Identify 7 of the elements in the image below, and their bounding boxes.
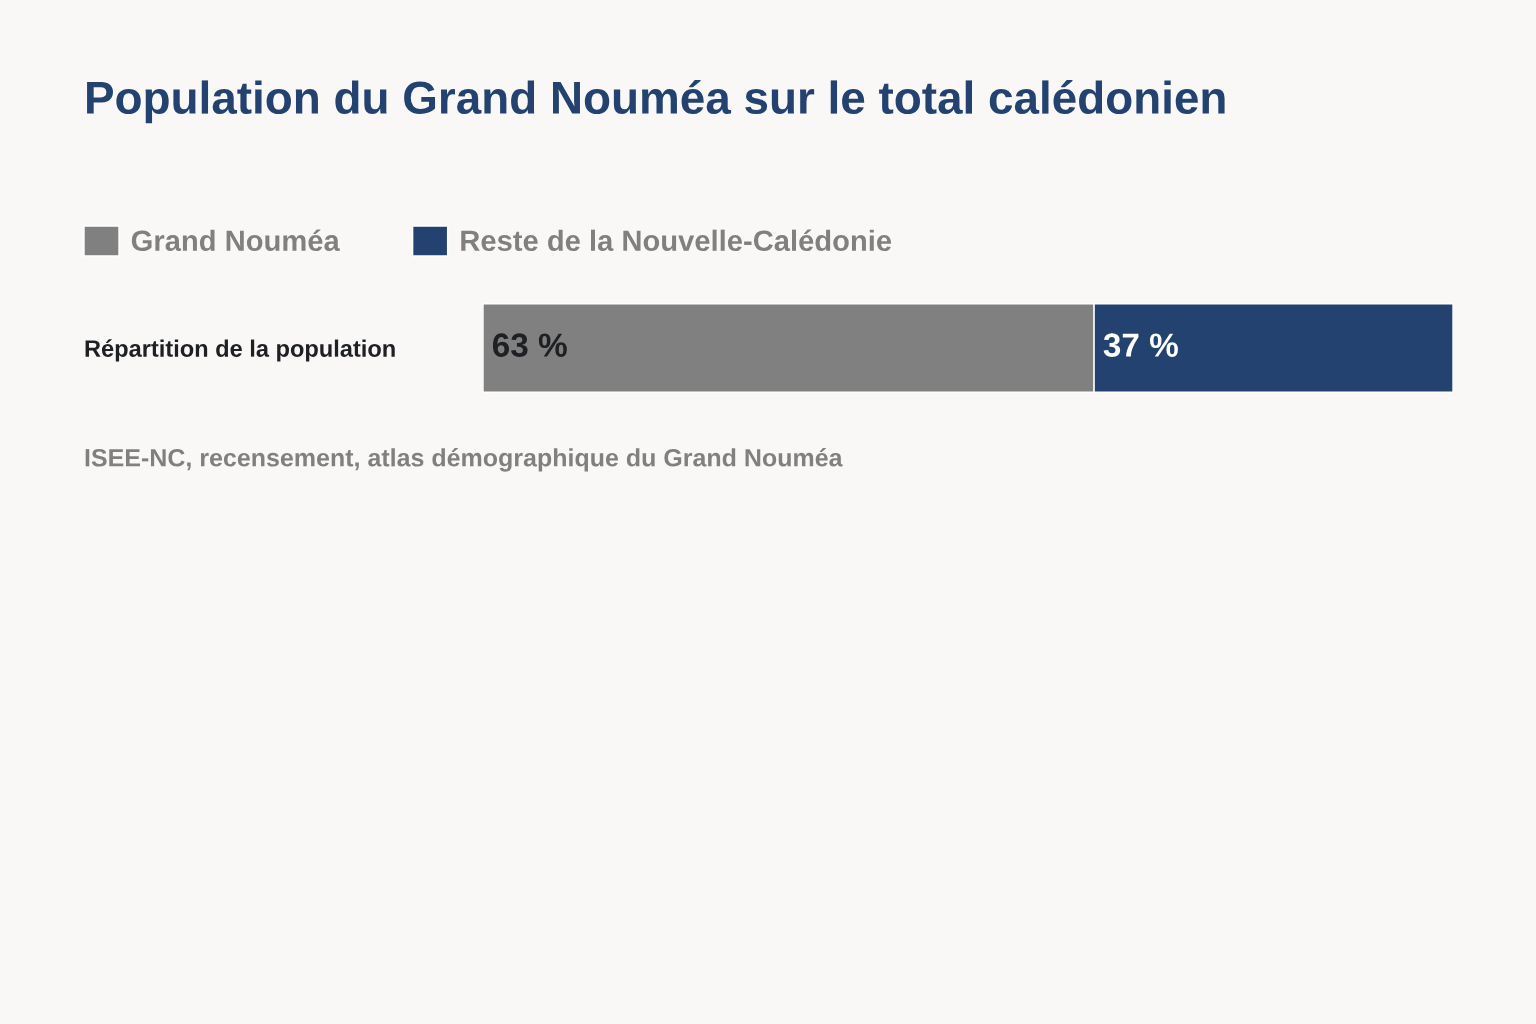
- text: ISEE-NC, recensement, atlas démographique du Grand Nouméa: [85, 448, 843, 472]
- data-label: 63 %: [492, 333, 567, 357]
- legend-label: Grand Nouméa: [131, 229, 340, 252]
- chart-title: Population du Grand Nouméa sur le total calédonien: [87, 80, 1225, 124]
- legend-label: Reste de la Nouvelle-Calédonie: [461, 229, 892, 252]
- data-label: 37 %: [1103, 333, 1178, 357]
- y-tick-label: Répartition de la population: [85, 339, 395, 362]
